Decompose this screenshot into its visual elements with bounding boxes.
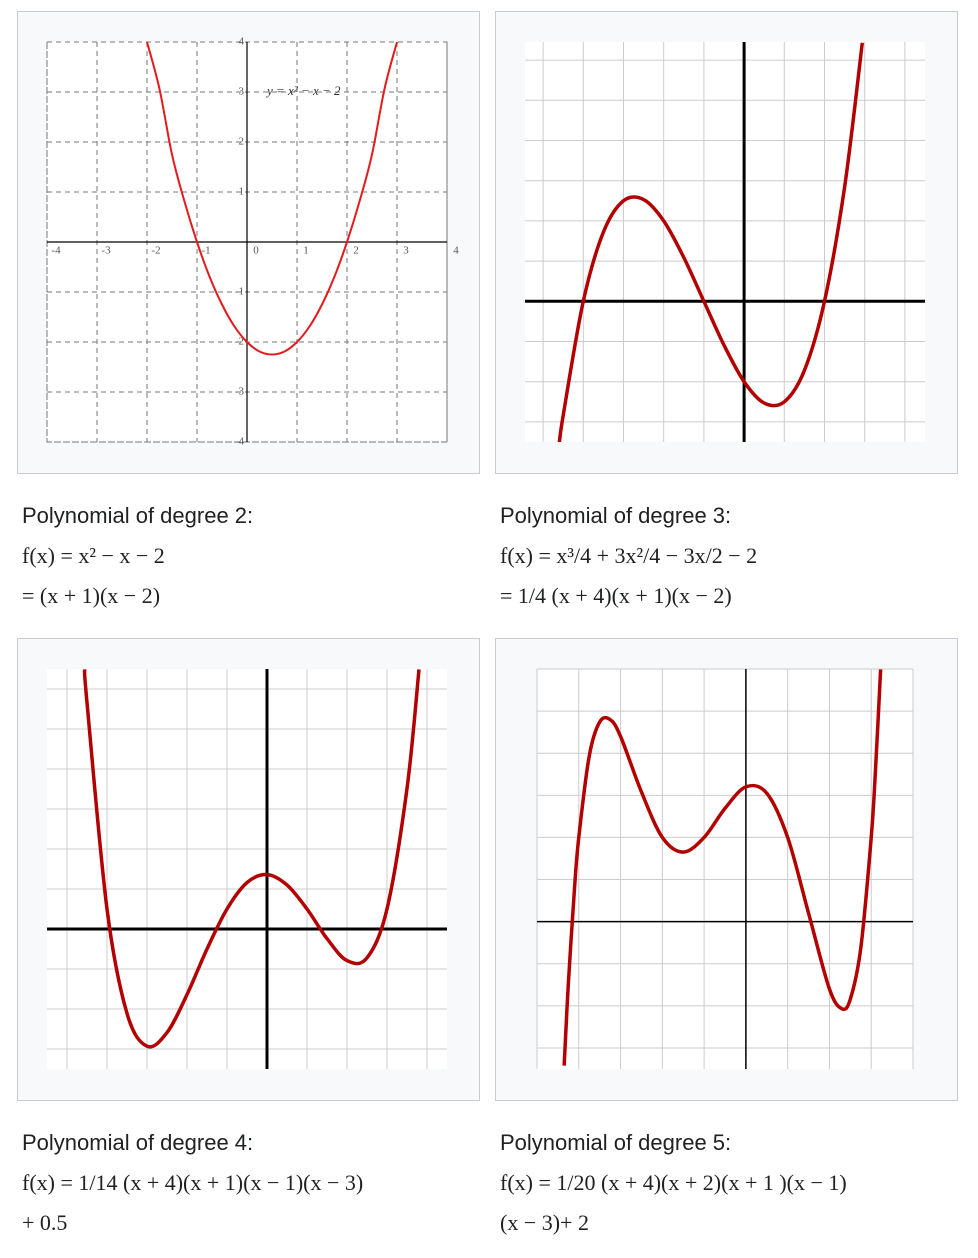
caption-title: Polynomial of degree 5:	[500, 1130, 731, 1155]
y-tick-label: -3	[235, 386, 245, 398]
caption-formula: f(x) = x³/4 + 3x²/4 − 3x/2 − 2	[500, 543, 757, 568]
y-tick-label: 2	[239, 136, 245, 148]
plot-area	[537, 669, 913, 1069]
caption-title: Polynomial of degree 3:	[500, 503, 731, 528]
caption-title: Polynomial of degree 4:	[22, 1130, 253, 1155]
y-tick-label: -2	[235, 336, 244, 348]
x-tick-label: -3	[101, 245, 111, 257]
plot-area	[525, 42, 925, 442]
caption-formula: = 1/4 (x + 4)(x + 1)(x − 2)	[500, 583, 732, 608]
annotation: y = x² − x − 2	[265, 83, 341, 98]
y-tick-label: -1	[235, 286, 244, 298]
y-tick-label: 4	[239, 36, 245, 48]
curve	[146, 42, 398, 356]
caption-title: Polynomial of degree 2:	[22, 503, 253, 528]
x-tick-label: 1	[303, 245, 309, 257]
curve	[557, 42, 865, 442]
x-tick-label: 4	[453, 245, 459, 257]
curve	[562, 669, 883, 1066]
caption-formula: (x − 3)+ 2	[500, 1210, 589, 1235]
x-tick-label: 0	[253, 245, 259, 257]
y-tick-label: 3	[239, 86, 245, 98]
x-tick-label: -4	[51, 245, 61, 257]
y-tick-label: 1	[239, 186, 245, 198]
caption-formula: + 0.5	[22, 1210, 67, 1235]
plot-area	[47, 669, 447, 1069]
x-tick-label: 2	[353, 245, 359, 257]
y-tick-label: -4	[235, 436, 245, 448]
curve	[82, 669, 421, 1049]
caption-formula: f(x) = x² − x − 2	[22, 543, 165, 568]
caption-formula: f(x) = 1/20 (x + 4)(x + 2)(x + 1 )(x − 1…	[500, 1170, 847, 1195]
caption-formula: f(x) = 1/14 (x + 4)(x + 1)(x − 1)(x − 3)	[22, 1170, 363, 1195]
x-tick-label: -2	[151, 245, 160, 257]
x-tick-label: -1	[201, 245, 210, 257]
x-tick-label: 3	[403, 245, 409, 257]
caption-formula: = (x + 1)(x − 2)	[22, 583, 160, 608]
